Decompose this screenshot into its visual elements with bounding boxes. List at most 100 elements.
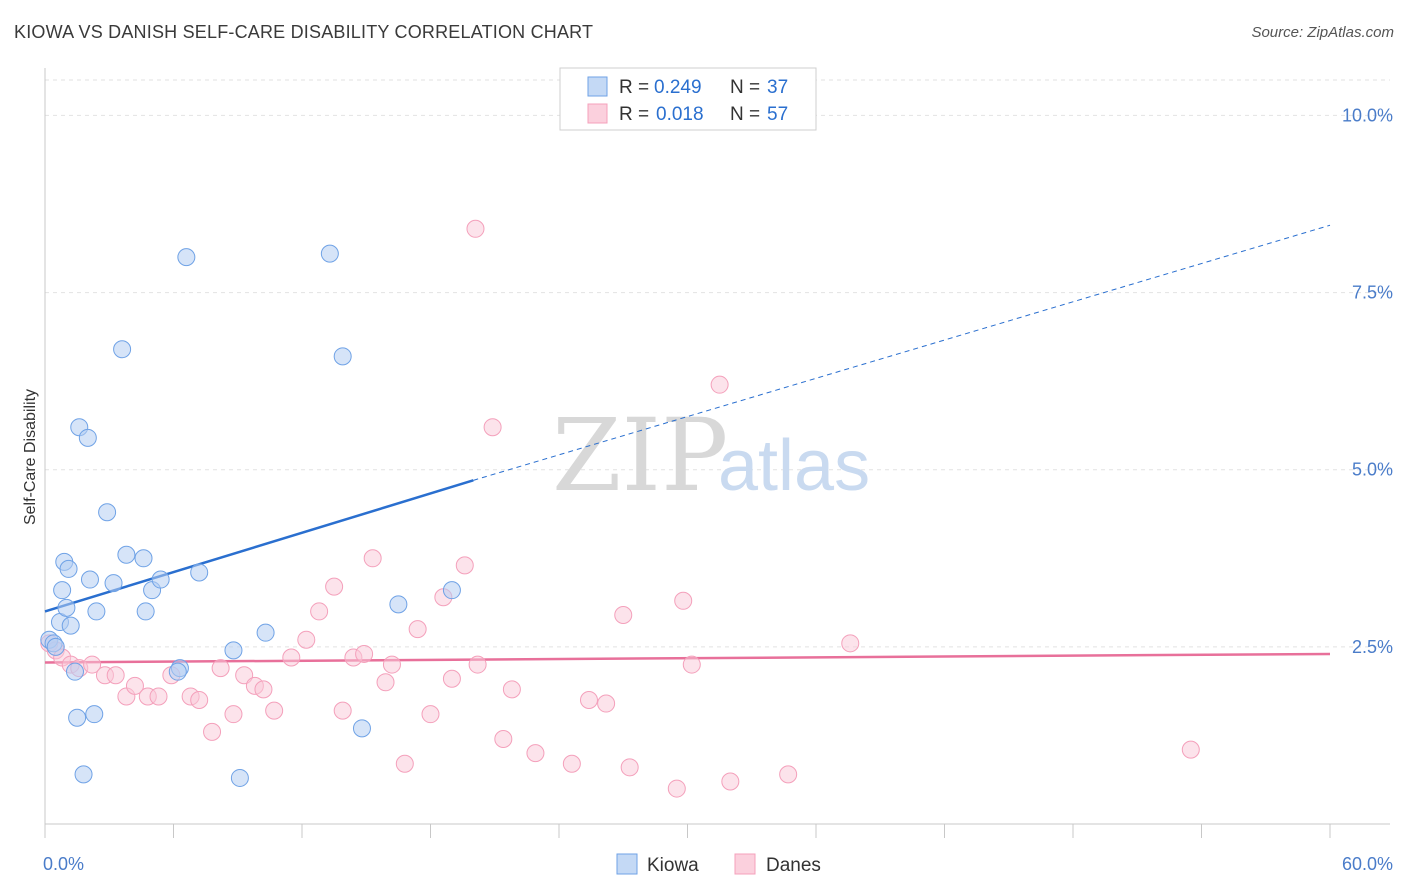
- point-danes-53: [779, 765, 798, 784]
- grid-lines: [45, 79, 1390, 648]
- point-danes-54: [841, 634, 860, 653]
- point-kiowa-29: [230, 768, 249, 787]
- tick-labels: 2.5% 5.0% 7.5% 10.0% 0.0% 60.0%: [43, 105, 1393, 874]
- point-kiowa-33: [352, 719, 371, 738]
- point-danes-50: [682, 655, 701, 674]
- point-danes-39: [468, 655, 487, 674]
- point-kiowa-34: [389, 595, 408, 614]
- point-danes-9: [125, 676, 144, 695]
- point-danes-16: [211, 659, 230, 678]
- point-kiowa-26: [177, 248, 196, 267]
- point-danes-20: [254, 680, 273, 699]
- legend-r-value-danes: 0.018: [656, 104, 704, 125]
- point-danes-7: [106, 666, 125, 685]
- data-points: [40, 219, 1200, 798]
- point-kiowa-14: [80, 570, 99, 589]
- point-kiowa-35: [442, 581, 461, 600]
- point-danes-21: [265, 701, 284, 720]
- point-kiowa-8: [61, 616, 80, 635]
- point-danes-48: [620, 758, 639, 777]
- point-kiowa-22: [136, 602, 155, 621]
- legend-n-label-danes: N =: [730, 104, 760, 125]
- point-danes-33: [408, 620, 427, 639]
- trend-line-kiowa-extension: [473, 224, 1331, 481]
- x-tick-label-0: 0.0%: [43, 854, 84, 874]
- trend-line-kiowa: [44, 479, 474, 613]
- point-danes-51: [710, 375, 729, 394]
- bottom-legend-swatch-kiowa: [616, 853, 638, 875]
- point-danes-44: [562, 754, 581, 773]
- y-tick-label-3: 10.0%: [1342, 105, 1393, 125]
- point-kiowa-36: [168, 662, 187, 681]
- point-danes-37: [455, 556, 474, 575]
- point-kiowa-24: [151, 570, 170, 589]
- point-kiowa-17: [98, 503, 117, 522]
- point-kiowa-4: [53, 581, 72, 600]
- point-danes-52: [721, 772, 740, 791]
- point-danes-55: [1181, 740, 1200, 759]
- y-tick-label-2: 7.5%: [1352, 283, 1393, 303]
- point-danes-5: [83, 655, 102, 674]
- point-danes-40: [483, 418, 502, 437]
- point-danes-56: [667, 779, 686, 798]
- point-kiowa-31: [320, 244, 339, 263]
- point-danes-46: [597, 694, 616, 713]
- y-tick-label-1: 5.0%: [1352, 460, 1393, 480]
- point-danes-47: [614, 605, 633, 624]
- point-danes-38: [466, 219, 485, 238]
- chart-title: KIOWA VS DANISH SELF-CARE DISABILITY COR…: [14, 22, 594, 42]
- source-label: Source: ZipAtlas.com: [1251, 24, 1394, 41]
- legend-r-label-kiowa: R =: [619, 77, 649, 98]
- point-kiowa-10: [68, 708, 87, 727]
- point-kiowa-18: [104, 574, 123, 593]
- y-tick-label-0: 2.5%: [1352, 637, 1393, 657]
- point-kiowa-30: [256, 623, 275, 642]
- point-danes-28: [355, 644, 374, 663]
- point-kiowa-2: [46, 637, 65, 656]
- point-danes-41: [494, 729, 513, 748]
- point-danes-26: [333, 701, 352, 720]
- bottom-legend-label-kiowa: Kiowa: [647, 855, 699, 876]
- point-danes-17: [224, 705, 243, 724]
- point-danes-11: [149, 687, 168, 706]
- watermark-atlas: atlas: [718, 426, 870, 506]
- watermark-zip: ZIP: [552, 397, 728, 514]
- legend-n-label-kiowa: N =: [730, 77, 760, 98]
- point-kiowa-6: [57, 598, 76, 617]
- point-danes-29: [363, 549, 382, 568]
- legend-r-label-danes: R =: [619, 104, 649, 125]
- point-kiowa-12: [74, 765, 93, 784]
- legend-box: R = 0.249 N = 37 R = 0.018 N = 57: [559, 67, 817, 131]
- bottom-legend: Kiowa Danes: [616, 853, 821, 876]
- point-kiowa-28: [224, 641, 243, 660]
- point-kiowa-27: [190, 563, 209, 582]
- watermark: ZIP atlas: [552, 397, 870, 514]
- point-danes-45: [579, 691, 598, 709]
- x-tick-label-1: 60.0%: [1342, 854, 1393, 874]
- point-danes-32: [395, 754, 414, 773]
- point-danes-49: [674, 591, 693, 610]
- point-danes-22: [282, 648, 301, 667]
- point-danes-31: [382, 655, 401, 674]
- point-kiowa-32: [333, 347, 352, 366]
- point-kiowa-20: [117, 545, 136, 564]
- point-kiowa-16: [87, 602, 106, 621]
- point-kiowa-7: [59, 559, 78, 578]
- point-danes-30: [376, 673, 395, 692]
- bottom-legend-swatch-danes: [734, 853, 756, 875]
- legend-n-value-kiowa: 37: [767, 77, 788, 98]
- point-danes-36: [442, 669, 461, 688]
- legend-n-value-danes: 57: [767, 104, 788, 125]
- legend-swatch-kiowa: [587, 76, 608, 97]
- y-axis-label: Self-Care Disability: [22, 389, 39, 525]
- point-danes-24: [310, 602, 329, 621]
- point-kiowa-21: [134, 549, 153, 568]
- point-danes-14: [190, 691, 209, 709]
- point-kiowa-15: [85, 705, 104, 724]
- point-danes-42: [502, 680, 521, 699]
- axes: [44, 68, 1390, 838]
- point-danes-23: [297, 630, 316, 649]
- point-danes-43: [526, 744, 545, 763]
- point-danes-15: [203, 722, 222, 741]
